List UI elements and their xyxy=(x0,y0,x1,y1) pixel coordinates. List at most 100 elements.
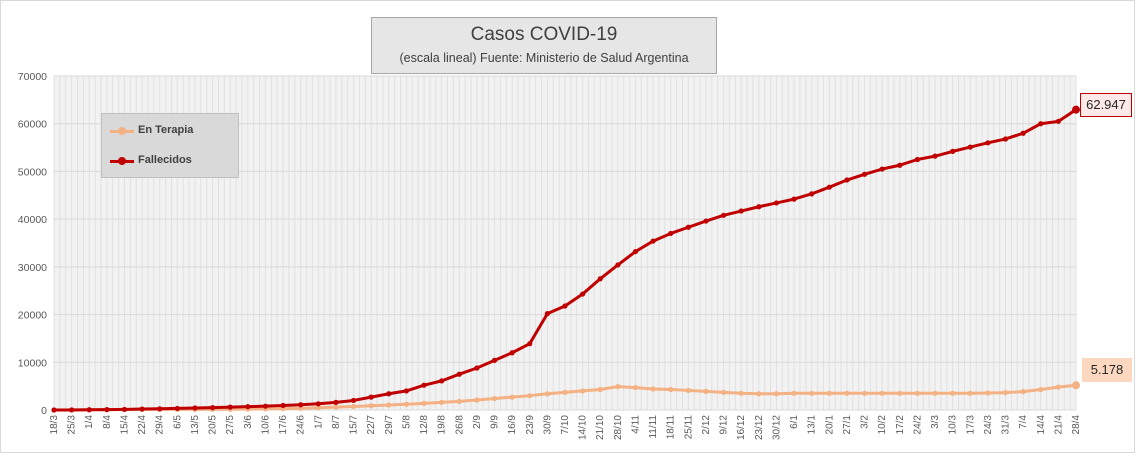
data-point-fallecidos xyxy=(209,405,216,411)
data-point-fallecidos xyxy=(315,401,321,407)
legend-label-terapia: En Terapia xyxy=(138,124,194,136)
data-point-fallecidos xyxy=(879,166,885,172)
x-tick-label: 24/3 xyxy=(983,415,994,435)
y-tick-label: 0 xyxy=(41,405,47,417)
legend-marker-terapia xyxy=(118,127,126,135)
x-tick-label: 13/5 xyxy=(190,415,201,435)
x-tick-label: 29/4 xyxy=(155,415,166,435)
data-point-terapia xyxy=(544,391,550,397)
data-point-fallecidos xyxy=(985,140,991,146)
x-tick-label: 10/2 xyxy=(877,415,888,435)
data-point-fallecidos xyxy=(632,248,639,255)
data-point-fallecidos xyxy=(861,171,868,177)
x-tick-label: 21/4 xyxy=(1053,415,1064,435)
data-point-terapia xyxy=(720,389,727,395)
data-point-fallecidos xyxy=(298,402,304,408)
x-tick-label: 7/10 xyxy=(560,415,571,435)
data-point-fallecidos xyxy=(580,291,586,297)
chart-title: Casos COVID-19 xyxy=(470,24,618,45)
data-point-terapia xyxy=(932,390,938,396)
x-tick-label: 20/5 xyxy=(208,415,219,435)
data-point-fallecidos xyxy=(86,407,92,413)
data-point-fallecidos xyxy=(69,407,75,413)
data-point-terapia xyxy=(580,388,586,394)
data-point-fallecidos xyxy=(1038,121,1044,127)
data-point-terapia xyxy=(967,390,973,396)
data-point-fallecidos xyxy=(914,156,921,163)
data-point-terapia xyxy=(668,386,674,393)
y-tick-label: 20000 xyxy=(18,310,47,322)
data-point-fallecidos xyxy=(668,230,674,237)
data-point-terapia xyxy=(985,390,991,396)
x-tick-label: 21/10 xyxy=(595,415,606,440)
x-tick-label: 10/3 xyxy=(948,415,959,435)
x-tick-label: 1/4 xyxy=(84,415,95,429)
x-tick-label: 9/12 xyxy=(719,415,730,435)
x-tick-label: 19/8 xyxy=(437,415,448,435)
data-point-fallecidos xyxy=(491,357,498,363)
y-tick-label: 30000 xyxy=(18,262,47,274)
data-point-fallecidos xyxy=(650,238,656,244)
data-point-fallecidos xyxy=(544,311,550,317)
data-point-fallecidos xyxy=(597,276,603,282)
x-tick-label: 30/12 xyxy=(771,415,782,440)
data-point-fallecidos xyxy=(791,196,797,202)
data-point-fallecidos xyxy=(844,177,850,183)
x-tick-label: 18/11 xyxy=(666,415,677,440)
legend-item-terapia: En Terapia xyxy=(108,124,234,138)
y-tick-label: 10000 xyxy=(18,357,47,369)
data-point-fallecidos xyxy=(615,262,621,268)
callout-terapia-last: 5.178 xyxy=(1082,358,1132,382)
data-point-terapia xyxy=(897,390,903,396)
x-tick-label: 26/8 xyxy=(454,415,465,435)
x-tick-label: 14/4 xyxy=(1036,415,1047,435)
data-point-terapia xyxy=(562,389,568,395)
x-tick-label: 7/4 xyxy=(1018,415,1029,429)
x-tick-label: 3/6 xyxy=(243,415,254,429)
x-tick-label: 15/4 xyxy=(119,415,130,435)
x-tick-label: 24/6 xyxy=(296,415,307,435)
x-tick-label: 18/3 xyxy=(49,415,60,435)
data-point-terapia xyxy=(386,402,392,408)
y-tick-label: 50000 xyxy=(18,166,47,178)
data-point-terapia xyxy=(597,386,603,393)
x-tick-label: 23/12 xyxy=(754,415,765,440)
data-point-fallecidos xyxy=(1002,136,1009,142)
data-point-terapia xyxy=(844,390,850,396)
data-point-terapia xyxy=(315,405,321,411)
data-point-terapia xyxy=(456,398,462,405)
data-point-terapia xyxy=(632,384,639,391)
data-point-fallecidos xyxy=(456,371,462,377)
data-point-terapia xyxy=(421,400,427,406)
data-point-fallecidos xyxy=(227,404,233,410)
data-point-terapia xyxy=(791,390,797,396)
data-point-fallecidos xyxy=(756,204,762,210)
x-tick-label: 27/5 xyxy=(225,415,236,435)
data-point-terapia xyxy=(738,390,744,396)
chart-title-box: Casos COVID-19 (escala lineal) Fuente: M… xyxy=(371,17,717,74)
data-point-terapia xyxy=(439,399,445,405)
data-point-terapia xyxy=(1020,389,1026,395)
data-point-terapia xyxy=(650,386,656,392)
data-point-fallecidos xyxy=(685,224,691,230)
x-tick-label: 11/11 xyxy=(648,415,659,439)
x-tick-label: 12/8 xyxy=(419,415,430,435)
data-point-terapia xyxy=(298,405,304,411)
x-tick-label: 2/12 xyxy=(701,415,712,435)
data-point-fallecidos xyxy=(157,406,163,412)
data-point-fallecidos xyxy=(104,407,110,413)
data-point-fallecidos xyxy=(897,162,903,168)
x-tick-label: 10/6 xyxy=(260,415,271,435)
y-tick-label: 60000 xyxy=(18,119,47,131)
data-point-fallecidos xyxy=(439,378,445,384)
data-point-fallecidos xyxy=(932,153,938,159)
data-point-fallecidos xyxy=(703,218,709,224)
x-tick-label: 25/11 xyxy=(683,415,694,440)
data-point-fallecidos xyxy=(386,391,392,397)
data-point-fallecidos xyxy=(1020,130,1026,136)
x-tick-label: 27/1 xyxy=(842,415,853,435)
data-point-terapia xyxy=(491,395,498,402)
data-point-fallecidos xyxy=(562,303,568,309)
